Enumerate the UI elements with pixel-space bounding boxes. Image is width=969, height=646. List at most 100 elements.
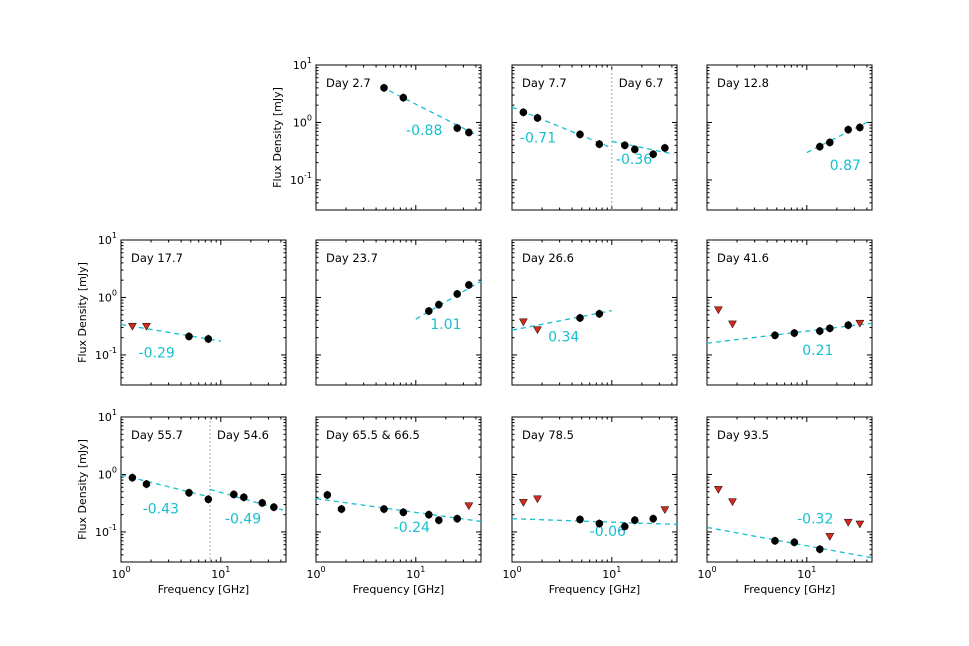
data-point bbox=[425, 510, 433, 519]
spectral-index-label: 0.34 bbox=[548, 330, 579, 346]
y-tick-label: 101 bbox=[98, 231, 117, 247]
spectral-index-label: -0.43 bbox=[143, 501, 179, 517]
spectral-index-label: 0.21 bbox=[802, 343, 833, 359]
epoch-label: Day 65.5 & 66.5 bbox=[326, 428, 420, 442]
panel-frame bbox=[706, 64, 873, 211]
x-axis-title: Frequency [GHz] bbox=[744, 583, 835, 596]
epoch-label: Day 78.5 bbox=[522, 428, 574, 442]
spectrum-panel: 100 101 Frequency [GHz] -0.24 Day 65.5 & 66.… bbox=[306, 416, 482, 596]
panel-frame bbox=[511, 239, 678, 386]
data-point bbox=[185, 332, 193, 341]
data-point bbox=[453, 290, 462, 298]
data-point bbox=[771, 331, 779, 340]
data-point bbox=[649, 514, 658, 523]
epoch-label: Day 7.7 bbox=[522, 76, 567, 90]
spectral-index-label: -0.29 bbox=[139, 346, 175, 362]
epoch-label: Day 93.5 bbox=[717, 428, 769, 442]
upper-limit-marker bbox=[855, 319, 865, 328]
data-point bbox=[142, 480, 151, 488]
y-axis-title: Flux Density [mJy] bbox=[76, 439, 89, 540]
data-point bbox=[771, 537, 779, 545]
data-point bbox=[337, 505, 346, 513]
power-law-fit bbox=[120, 323, 221, 342]
upper-limit-marker bbox=[533, 326, 542, 335]
data-point bbox=[621, 141, 629, 150]
spectrum-panel: 10-1 100 101 Flux Density [mJy] -0.88 Day 2.7 bbox=[271, 56, 482, 211]
y-tick-label: 10-1 bbox=[95, 523, 117, 539]
x-tick-label: 101 bbox=[602, 565, 621, 581]
spectral-index-label: 0.87 bbox=[830, 158, 861, 174]
epoch-label-secondary: Day 54.6 bbox=[217, 428, 269, 442]
spectral-index-label: -0.36 bbox=[616, 152, 652, 168]
x-tick-label: 100 bbox=[502, 565, 521, 581]
upper-limit-marker bbox=[728, 320, 737, 329]
spectral-index-label: -0.49 bbox=[225, 512, 261, 528]
epoch-label: Day 2.7 bbox=[326, 76, 371, 90]
data-point bbox=[519, 108, 528, 117]
spectral-index-label: -0.24 bbox=[394, 520, 430, 536]
power-law-fit bbox=[380, 86, 479, 137]
panel-frame bbox=[315, 64, 482, 211]
data-point bbox=[631, 145, 639, 154]
data-point bbox=[204, 495, 213, 504]
upper-limit-marker bbox=[855, 520, 865, 529]
data-point bbox=[826, 324, 834, 333]
epoch-label: Day 26.6 bbox=[522, 251, 574, 265]
epoch-label: Day 55.7 bbox=[131, 428, 183, 442]
upper-limit-marker bbox=[713, 486, 723, 494]
data-point bbox=[453, 514, 462, 523]
data-point bbox=[790, 538, 799, 547]
x-tick-label: 101 bbox=[406, 565, 425, 581]
upper-limit-marker bbox=[843, 518, 853, 527]
epoch-label: Day 41.6 bbox=[717, 251, 769, 265]
upper-limit-marker bbox=[142, 322, 151, 331]
data-point bbox=[185, 488, 193, 497]
data-point bbox=[380, 84, 388, 92]
epoch-label: Day 23.7 bbox=[326, 251, 378, 265]
upper-limit-marker bbox=[728, 498, 737, 507]
data-point bbox=[576, 515, 584, 524]
panel-frame bbox=[315, 239, 482, 386]
data-point bbox=[576, 314, 584, 322]
epoch-label: Day 17.7 bbox=[131, 251, 183, 265]
upper-limit-marker bbox=[825, 533, 835, 541]
data-point bbox=[595, 519, 604, 528]
data-point bbox=[661, 144, 669, 152]
data-point bbox=[425, 307, 433, 315]
x-axis-title: Frequency [GHz] bbox=[158, 583, 249, 596]
panel-frame bbox=[120, 416, 287, 563]
upper-limit-marker bbox=[713, 306, 723, 315]
y-tick-label: 101 bbox=[98, 408, 117, 424]
data-point bbox=[621, 522, 629, 531]
data-point bbox=[816, 545, 824, 554]
panel-frame bbox=[706, 416, 873, 563]
data-point bbox=[844, 321, 853, 329]
spectrum-panel: 100 101 Frequency [GHz] -0.32 Day 93.5 bbox=[697, 416, 873, 596]
data-point bbox=[631, 516, 639, 525]
epoch-label: Day 12.8 bbox=[717, 76, 769, 90]
spectrum-panel: 0.21 Day 41.6 bbox=[706, 239, 873, 386]
data-point bbox=[576, 130, 584, 139]
data-point bbox=[399, 93, 408, 102]
spectral-index-label: 1.01 bbox=[430, 317, 461, 333]
upper-limit-marker bbox=[127, 322, 137, 331]
y-axis-title: Flux Density [mJy] bbox=[76, 262, 89, 363]
spectrum-panel: 0.34 Day 26.6 bbox=[511, 239, 678, 386]
power-law-fit bbox=[706, 526, 873, 559]
x-tick-label: 100 bbox=[306, 565, 325, 581]
epoch-label-secondary: Day 6.7 bbox=[619, 76, 664, 90]
data-point bbox=[435, 300, 443, 309]
data-point bbox=[399, 508, 408, 517]
power-law-fit bbox=[511, 309, 612, 331]
data-point bbox=[380, 505, 388, 513]
x-tick-label: 101 bbox=[211, 565, 230, 581]
x-tick-label: 100 bbox=[111, 565, 130, 581]
data-point bbox=[595, 309, 604, 318]
data-point bbox=[816, 142, 824, 151]
data-point bbox=[844, 125, 853, 134]
upper-limit-marker bbox=[660, 506, 670, 515]
data-point bbox=[230, 490, 238, 499]
x-axis-title: Frequency [GHz] bbox=[353, 583, 444, 596]
y-tick-label: 10-1 bbox=[290, 171, 312, 187]
spectrum-panel: 10-1 100 101 Flux Density [mJy] 100 101 Freque… bbox=[76, 408, 287, 596]
